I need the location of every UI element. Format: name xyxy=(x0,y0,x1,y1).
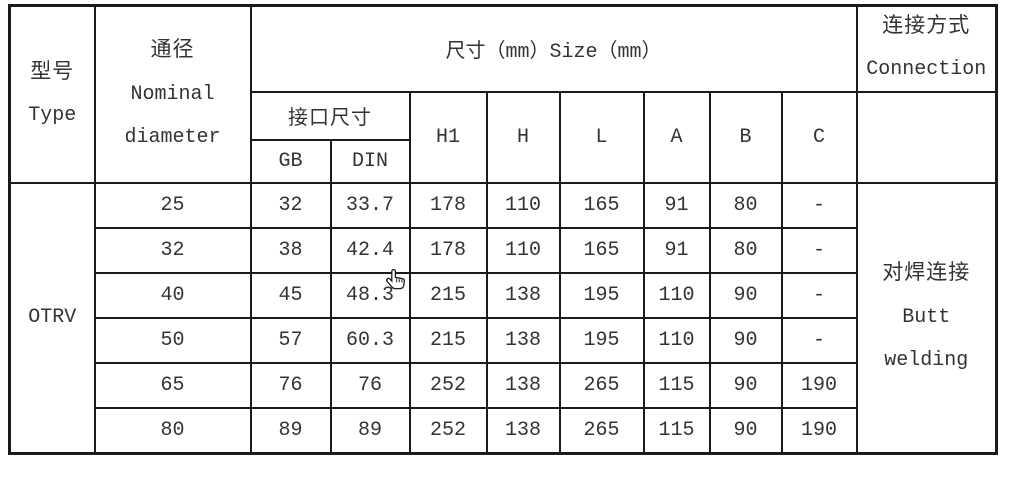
header-row-middle: 接口尺寸 H1 H L A B C xyxy=(10,91,998,184)
cell-h1: 215 xyxy=(408,317,488,364)
cell-gb: 38 xyxy=(249,227,332,274)
header-nd-en2: diameter xyxy=(124,126,221,149)
header-interface-size: 接口尺寸 xyxy=(249,91,411,141)
cell-h: 110 xyxy=(485,227,561,274)
cell-gb: 89 xyxy=(249,407,332,454)
cell-gb: 32 xyxy=(249,182,332,229)
header-l: L xyxy=(558,91,645,184)
cell-c: - xyxy=(780,272,858,319)
header-gb: GB xyxy=(249,139,332,184)
header-type: 型号 Type xyxy=(8,4,96,184)
cell-h: 138 xyxy=(485,407,561,454)
cell-b: 80 xyxy=(708,227,783,274)
cell-l: 265 xyxy=(558,407,645,454)
table-row: OTRV 25 32 33.7 178 110 165 91 80 - 对焊连接… xyxy=(8,182,998,454)
cell-l: 165 xyxy=(558,227,645,274)
header-c: C xyxy=(780,91,858,184)
header-h: H xyxy=(485,91,561,184)
cell-a: 115 xyxy=(642,362,711,409)
cell-din: 60.3 xyxy=(329,317,411,364)
cell-din: 33.7 xyxy=(329,182,411,229)
cell-h1: 178 xyxy=(408,182,488,229)
cell-c: - xyxy=(780,317,858,364)
cell-dn: 25 xyxy=(93,182,252,229)
header-a: A xyxy=(642,91,711,184)
header-row-bottom: GB DIN xyxy=(10,139,997,184)
cell-l: 195 xyxy=(558,272,645,319)
cell-l: 265 xyxy=(558,362,645,409)
connection-zh: 对焊连接 xyxy=(882,263,971,287)
cell-b: 90 xyxy=(708,317,783,364)
cell-c: 190 xyxy=(780,362,858,409)
cell-dn: 65 xyxy=(93,362,252,409)
cell-h: 110 xyxy=(485,182,561,229)
cell-c: 190 xyxy=(780,407,858,454)
cell-h: 138 xyxy=(485,272,561,319)
header-nd-en1: Nominal xyxy=(130,83,215,106)
cell-b: 90 xyxy=(708,272,783,319)
cell-a: 110 xyxy=(642,272,711,319)
table-row: 80 89 89 252 138 265 115 90 190 xyxy=(10,407,997,454)
cell-h: 138 xyxy=(485,317,561,364)
cell-dn: 80 xyxy=(93,407,252,454)
cell-b: 90 xyxy=(708,407,783,454)
header-connection-spacer xyxy=(855,91,998,184)
header-nd-zh: 通径 xyxy=(150,40,195,63)
header-din: DIN xyxy=(329,139,411,184)
cell-gb: 76 xyxy=(249,362,332,409)
connection-en1: Butt xyxy=(902,306,951,330)
table-row: 50 57 60.3 215 138 195 110 90 - xyxy=(10,317,997,364)
cell-c: - xyxy=(780,227,858,274)
cell-a: 115 xyxy=(642,407,711,454)
table-row: 32 38 42.4 178 110 165 91 80 - xyxy=(10,227,997,274)
connection-value-cell: 对焊连接 Butt welding xyxy=(855,182,998,454)
header-row-top: 型号 Type 通径 Nominal diameter 尺寸（mm）Size（m… xyxy=(8,4,998,184)
cell-h1: 252 xyxy=(408,362,488,409)
header-type-en: Type xyxy=(28,103,77,127)
cell-a: 110 xyxy=(642,317,711,364)
header-nominal-diameter: 通径 Nominal diameter xyxy=(93,4,252,184)
cell-l: 165 xyxy=(558,182,645,229)
cell-gb: 57 xyxy=(249,317,332,364)
cell-h1: 252 xyxy=(408,407,488,454)
cell-c: - xyxy=(780,182,858,229)
cell-din: 42.4 xyxy=(329,227,411,274)
table-row: 40 45 48.3 215 138 195 110 90 - xyxy=(10,272,997,319)
header-conn-zh: 连接方式 xyxy=(882,16,971,39)
header-connection: 连接方式 Connection xyxy=(855,4,998,93)
cell-a: 91 xyxy=(642,182,711,229)
cell-gb: 45 xyxy=(249,272,332,319)
table-row: 65 76 76 252 138 265 115 90 190 xyxy=(10,362,997,409)
header-b: B xyxy=(708,91,783,184)
header-h1: H1 xyxy=(408,91,488,184)
cell-h1: 178 xyxy=(408,227,488,274)
cell-h: 138 xyxy=(485,362,561,409)
model-cell: OTRV xyxy=(8,182,96,454)
cell-b: 90 xyxy=(708,362,783,409)
cell-din: 76 xyxy=(329,362,411,409)
header-type-zh: 型号 xyxy=(30,61,75,85)
connection-en2: welding xyxy=(884,349,969,373)
valve-spec-table: 型号 Type 通径 Nominal diameter 尺寸（mm）Size（m… xyxy=(8,4,999,455)
cell-dn: 32 xyxy=(93,227,252,274)
cell-a: 91 xyxy=(642,227,711,274)
cell-h1: 215 xyxy=(408,272,488,319)
cell-l: 195 xyxy=(558,317,645,364)
cell-b: 80 xyxy=(708,182,783,229)
cell-dn: 50 xyxy=(93,317,252,364)
header-size-span: 尺寸（mm）Size（mm） xyxy=(249,4,858,93)
cell-dn: 40 xyxy=(93,272,252,319)
cell-din: 48.3 xyxy=(329,272,411,319)
header-conn-en: Connection xyxy=(866,58,987,81)
cell-din: 89 xyxy=(329,407,411,454)
